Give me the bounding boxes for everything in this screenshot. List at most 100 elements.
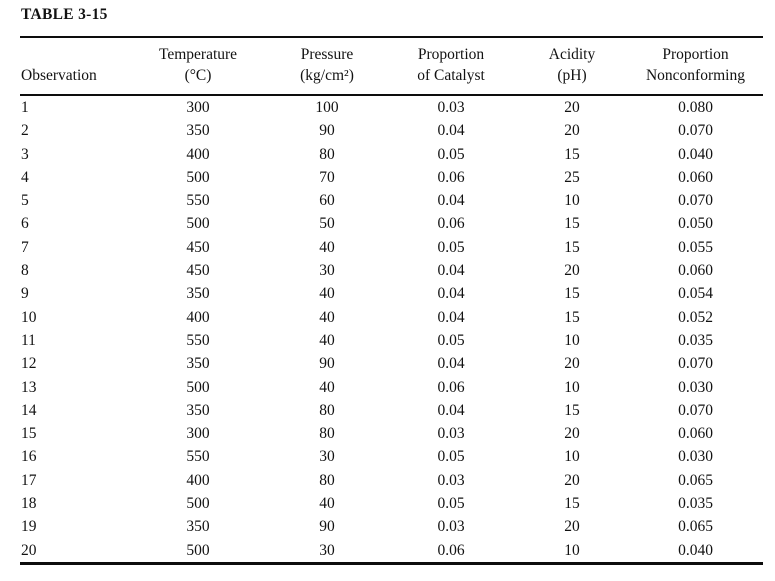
header-line2: (pH) (557, 67, 587, 84)
table-cell: 550 (186, 192, 210, 210)
table-cell: 10 (21, 308, 37, 326)
table-cell: 90 (319, 518, 335, 536)
table-cell: 500 (186, 168, 210, 186)
table-cell: 15 (564, 285, 580, 303)
header-row: Observation Temperature (°C) Pressure (k… (20, 37, 763, 95)
table-cell: 80 (319, 145, 335, 163)
table-cell: 0.04 (437, 401, 465, 419)
table-cell: 15 (564, 401, 580, 419)
table-cell: 350 (186, 401, 210, 419)
table-cell: 0.05 (437, 495, 465, 513)
table-cell: 9 (21, 285, 29, 303)
table-row: 16 550 30 0.05 10 0.030 (20, 445, 763, 468)
table-cell: 4 (21, 168, 29, 186)
table-cell: 0.06 (437, 168, 465, 186)
table-cell: 0.05 (437, 145, 465, 163)
table-cell: 0.054 (678, 285, 713, 303)
table-cell: 20 (564, 355, 580, 373)
table-cell: 0.050 (678, 215, 713, 233)
header-line2: (°C) (184, 67, 212, 84)
table-cell: 500 (186, 215, 210, 233)
table-row: 17 400 80 0.03 20 0.065 (20, 469, 763, 492)
table-cell: 90 (319, 355, 335, 373)
table-row: 4 500 70 0.06 25 0.060 (20, 166, 763, 189)
table-cell: 0.06 (437, 541, 465, 559)
header-line2: of Catalyst (417, 67, 485, 84)
table-cell: 70 (319, 168, 335, 186)
table-row: 7 450 40 0.05 15 0.055 (20, 236, 763, 259)
table-row: 1 300 100 0.03 20 0.080 (20, 95, 763, 119)
table-cell: 400 (186, 308, 210, 326)
header-line2: (kg/cm²) (300, 67, 354, 84)
table-cell: 400 (186, 471, 210, 489)
table-cell: 350 (186, 518, 210, 536)
table-cell: 15 (564, 308, 580, 326)
table-cell: 0.035 (678, 331, 713, 349)
table-cell: 0.030 (678, 448, 713, 466)
table-cell: 1 (21, 99, 29, 116)
header-line1: Proportion (662, 46, 729, 63)
table-cell: 100 (315, 99, 339, 116)
table-cell: 0.06 (437, 378, 465, 396)
table-row: 10 400 40 0.04 15 0.052 (20, 306, 763, 329)
table-cell: 0.04 (437, 285, 465, 303)
table-cell: 40 (319, 285, 335, 303)
table-cell: 30 (319, 448, 335, 466)
header-line2: Nonconforming (645, 67, 745, 84)
table-cell: 0.060 (678, 168, 713, 186)
column-header-pressure: Pressure (kg/cm²) (268, 37, 386, 95)
header-line1: Proportion (417, 46, 485, 63)
table-cell: 10 (564, 331, 580, 349)
table-cell: 6 (21, 215, 29, 233)
table-cell: 350 (186, 122, 210, 140)
table-cell: 20 (564, 518, 580, 536)
table-cell: 0.04 (437, 355, 465, 373)
table-cell: 20 (564, 425, 580, 443)
table-cell: 15 (564, 145, 580, 163)
table-cell: 2 (21, 122, 29, 140)
table-cell: 10 (564, 192, 580, 210)
table-cell: 0.065 (678, 471, 713, 489)
table-cell: 14 (21, 401, 37, 419)
table-cell: 25 (564, 168, 580, 186)
table-cell: 0.03 (437, 425, 465, 443)
table-cell: 0.05 (437, 448, 465, 466)
table-cell: 10 (564, 448, 580, 466)
table-cell: 0.070 (678, 192, 713, 210)
table-cell: 0.060 (678, 425, 713, 443)
table-cell: 30 (319, 541, 335, 559)
table-cell: 0.035 (678, 495, 713, 513)
header-line1: Temperature (158, 46, 238, 63)
table-cell: 40 (319, 331, 335, 349)
table-row: 15 300 80 0.03 20 0.060 (20, 422, 763, 445)
table-cell: 8 (21, 262, 29, 280)
table-cell: 550 (186, 448, 210, 466)
table-cell: 3 (21, 145, 29, 163)
table-cell: 40 (319, 378, 335, 396)
table-cell: 300 (186, 425, 210, 443)
table-cell: 0.070 (678, 355, 713, 373)
table-cell: 60 (319, 192, 335, 210)
table-cell: 40 (319, 238, 335, 256)
table-cell: 11 (21, 331, 36, 349)
table-row: 13 500 40 0.06 10 0.030 (20, 376, 763, 399)
table-cell: 0.05 (437, 238, 465, 256)
table-cell: 19 (21, 518, 37, 536)
column-header-proportion-nonconforming: Proportion Nonconforming (628, 37, 763, 95)
table-row: 18 500 40 0.05 15 0.035 (20, 492, 763, 515)
table-row: 3 400 80 0.05 15 0.040 (20, 143, 763, 166)
table-row: 12 350 90 0.04 20 0.070 (20, 352, 763, 375)
column-header-proportion-of-catalyst: Proportion of Catalyst (386, 37, 516, 95)
table-cell: 10 (564, 541, 580, 559)
table-cell: 0.055 (678, 238, 713, 256)
table-cell: 0.04 (437, 122, 465, 140)
column-header-acidity: Acidity (pH) (516, 37, 628, 95)
table-cell: 0.060 (678, 262, 713, 280)
table-cell: 80 (319, 425, 335, 443)
table-cell: 0.030 (678, 378, 713, 396)
table-cell: 450 (186, 238, 210, 256)
table-cell: 0.04 (437, 262, 465, 280)
column-header-observation: Observation (20, 37, 128, 95)
table-cell: 13 (21, 378, 37, 396)
table-header: Observation Temperature (°C) Pressure (k… (20, 37, 763, 95)
